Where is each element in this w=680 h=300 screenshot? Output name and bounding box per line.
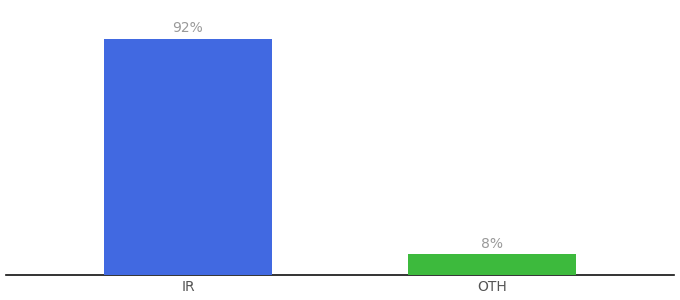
Text: 92%: 92% (173, 21, 203, 35)
Bar (409, 254, 576, 275)
Text: 8%: 8% (481, 236, 503, 250)
Bar (104, 39, 271, 275)
